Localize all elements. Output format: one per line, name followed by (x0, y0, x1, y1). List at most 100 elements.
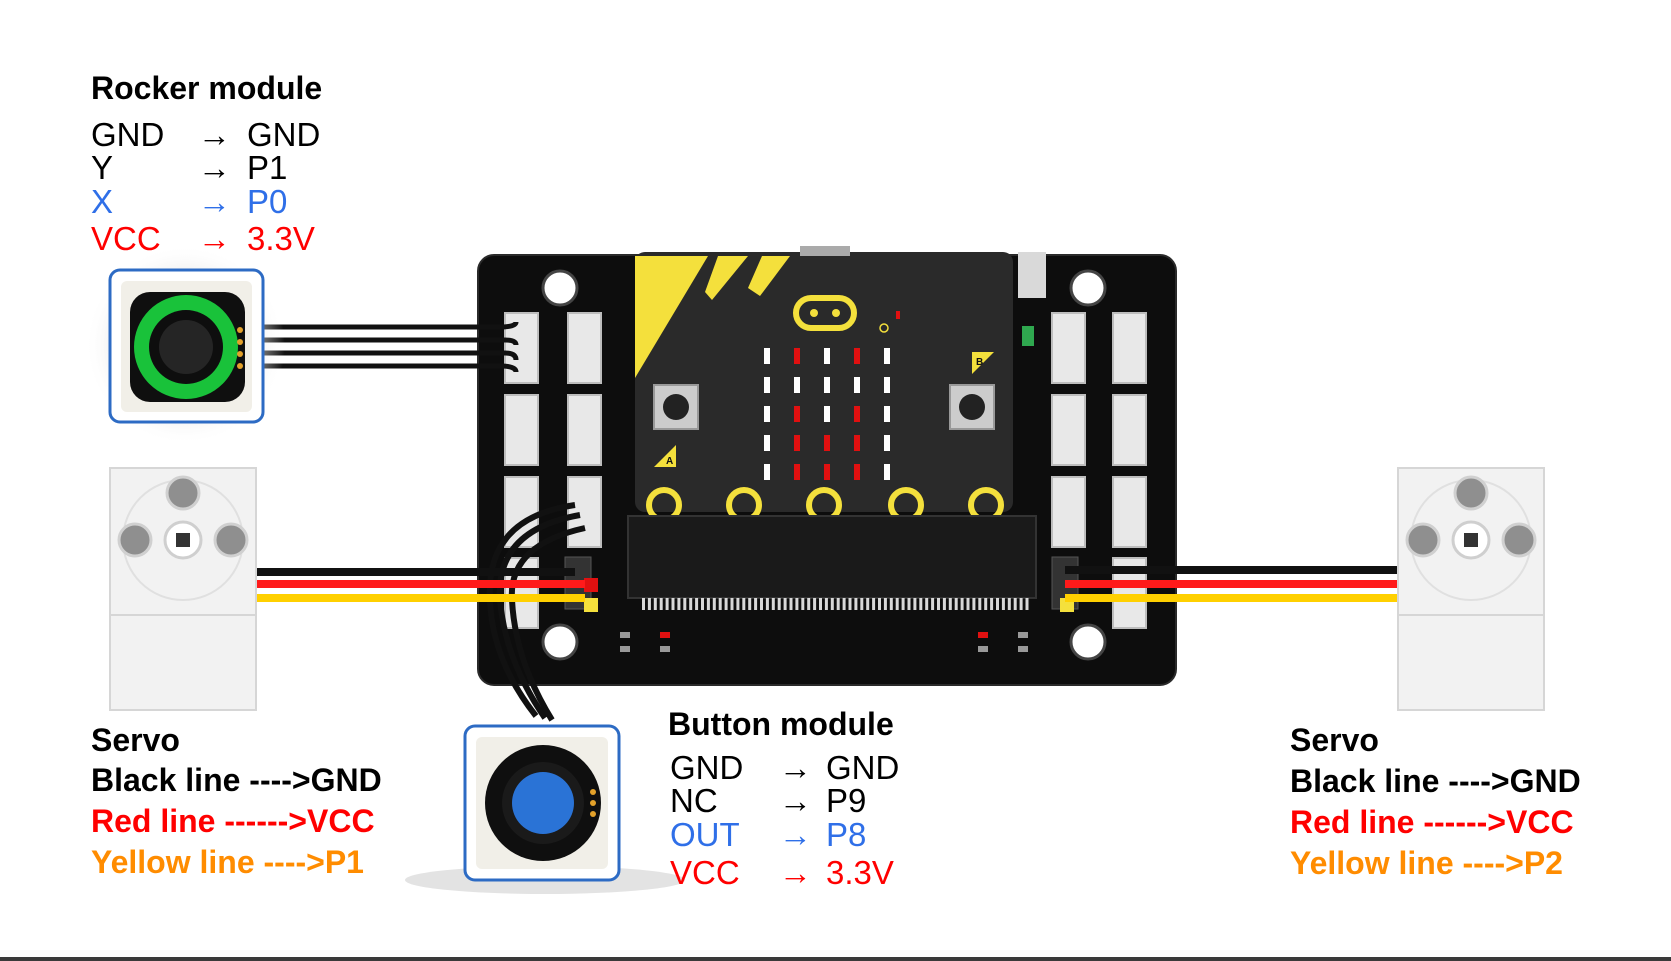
connector-tooth (972, 598, 976, 610)
connector-tooth (913, 598, 917, 610)
led (764, 377, 770, 393)
mounting-hole (1069, 623, 1107, 661)
button-pin-to: P9 (826, 782, 867, 819)
button-pin-row: NC → P9 (670, 782, 866, 819)
button-pin-from: GND (670, 749, 744, 786)
rocker-wires (262, 321, 519, 373)
connector-tooth (925, 598, 929, 610)
connector-tooth (1019, 598, 1023, 610)
led (884, 406, 890, 422)
led (824, 377, 830, 393)
connector-tooth (942, 598, 946, 610)
led (794, 435, 800, 451)
connector-tooth (901, 598, 905, 610)
led (854, 406, 860, 422)
servo-right-title: Servo (1290, 722, 1379, 758)
button-pin-row: GND → GND (670, 749, 899, 786)
led (794, 377, 800, 393)
arrow-icon: → (779, 749, 812, 786)
bottom-divider (0, 957, 1671, 961)
mounting-hole (541, 269, 579, 307)
left-connectors (504, 312, 602, 629)
connector-tooth (665, 598, 669, 610)
connector-tooth (866, 598, 870, 610)
connector-tooth (978, 598, 982, 610)
connector-tooth (824, 598, 828, 610)
button-a[interactable]: A (653, 384, 699, 467)
rocker-pin-from: X (91, 183, 114, 220)
led (794, 406, 800, 422)
connector-tooth (984, 598, 988, 610)
button-module-title: Button module (668, 706, 894, 742)
button-b[interactable]: B (949, 352, 995, 430)
servo-left-red-line: Red line ------>VCC (91, 803, 375, 839)
rocker-pin-from: GND (91, 116, 165, 153)
connector-tooth (807, 598, 811, 610)
rocker-pin-to: 3.3V (247, 220, 315, 257)
arrow-icon: → (198, 116, 231, 153)
edge-connector (627, 515, 1037, 599)
connector-tooth (895, 598, 899, 610)
connector-tooth (948, 598, 952, 610)
led (824, 348, 830, 364)
servo-horn-icon (176, 533, 190, 547)
connector-tooth (813, 598, 817, 610)
led (764, 464, 770, 480)
push-button-icon (512, 772, 574, 834)
rocker-pin-from: Y (91, 149, 114, 186)
connector-tooth (653, 598, 657, 610)
led-matrix (764, 348, 890, 480)
led (764, 406, 770, 422)
connector-tooth (1013, 598, 1017, 610)
rocker-pin-to: P0 (247, 183, 288, 220)
arrow-icon: → (779, 854, 812, 891)
edge-connector-teeth (642, 598, 1029, 610)
button-pin-from: NC (670, 782, 718, 819)
connector-tooth (760, 598, 763, 610)
connector-tooth (836, 598, 840, 610)
rocker-pin-row: GND → GND (91, 116, 320, 153)
servo-right-red-line: Red line ------>VCC (1290, 804, 1574, 840)
led (854, 377, 860, 393)
connector-tooth (854, 598, 858, 610)
mounting-hole (541, 623, 579, 661)
connector-tooth (990, 598, 994, 610)
servo-right-black-line: Black line ---->GND (1290, 763, 1581, 799)
led (824, 464, 830, 480)
connector-tooth (960, 598, 964, 610)
arrow-icon: → (779, 816, 812, 853)
led (884, 435, 890, 451)
arrow-icon: → (198, 183, 231, 220)
button-b-label: B (976, 357, 983, 368)
servo-right-wires (1065, 566, 1398, 602)
arrow-icon: → (198, 149, 231, 186)
led (764, 435, 770, 451)
connector-tooth (795, 598, 799, 610)
connector-tooth (907, 598, 911, 610)
servo-left-yellow-line: Yellow line ---->P1 (91, 844, 364, 880)
led (824, 406, 830, 422)
connector-tooth (754, 598, 758, 610)
smd-parts (620, 326, 1034, 652)
led (824, 435, 830, 451)
connector-tooth (689, 598, 693, 610)
button-pin-to: GND (826, 749, 900, 786)
connector-tooth (695, 598, 699, 610)
connector-tooth (919, 598, 923, 610)
connector-tooth (736, 598, 740, 610)
connector-tooth (706, 598, 710, 610)
led (854, 464, 860, 480)
expansion-board: A B (477, 246, 1177, 686)
connector-tooth (677, 598, 681, 610)
rocker-pin-from: VCC (91, 220, 161, 257)
led (884, 377, 890, 393)
arrow-icon: → (779, 782, 812, 819)
button-module (405, 724, 685, 894)
microbit-logo-icon (793, 295, 857, 331)
connector-tooth (872, 598, 876, 610)
button-pin-from: OUT (670, 816, 740, 853)
connector-tooth (789, 598, 793, 610)
button-a-label: A (666, 456, 673, 467)
connector-tooth (996, 598, 999, 610)
connector-tooth (966, 598, 970, 610)
